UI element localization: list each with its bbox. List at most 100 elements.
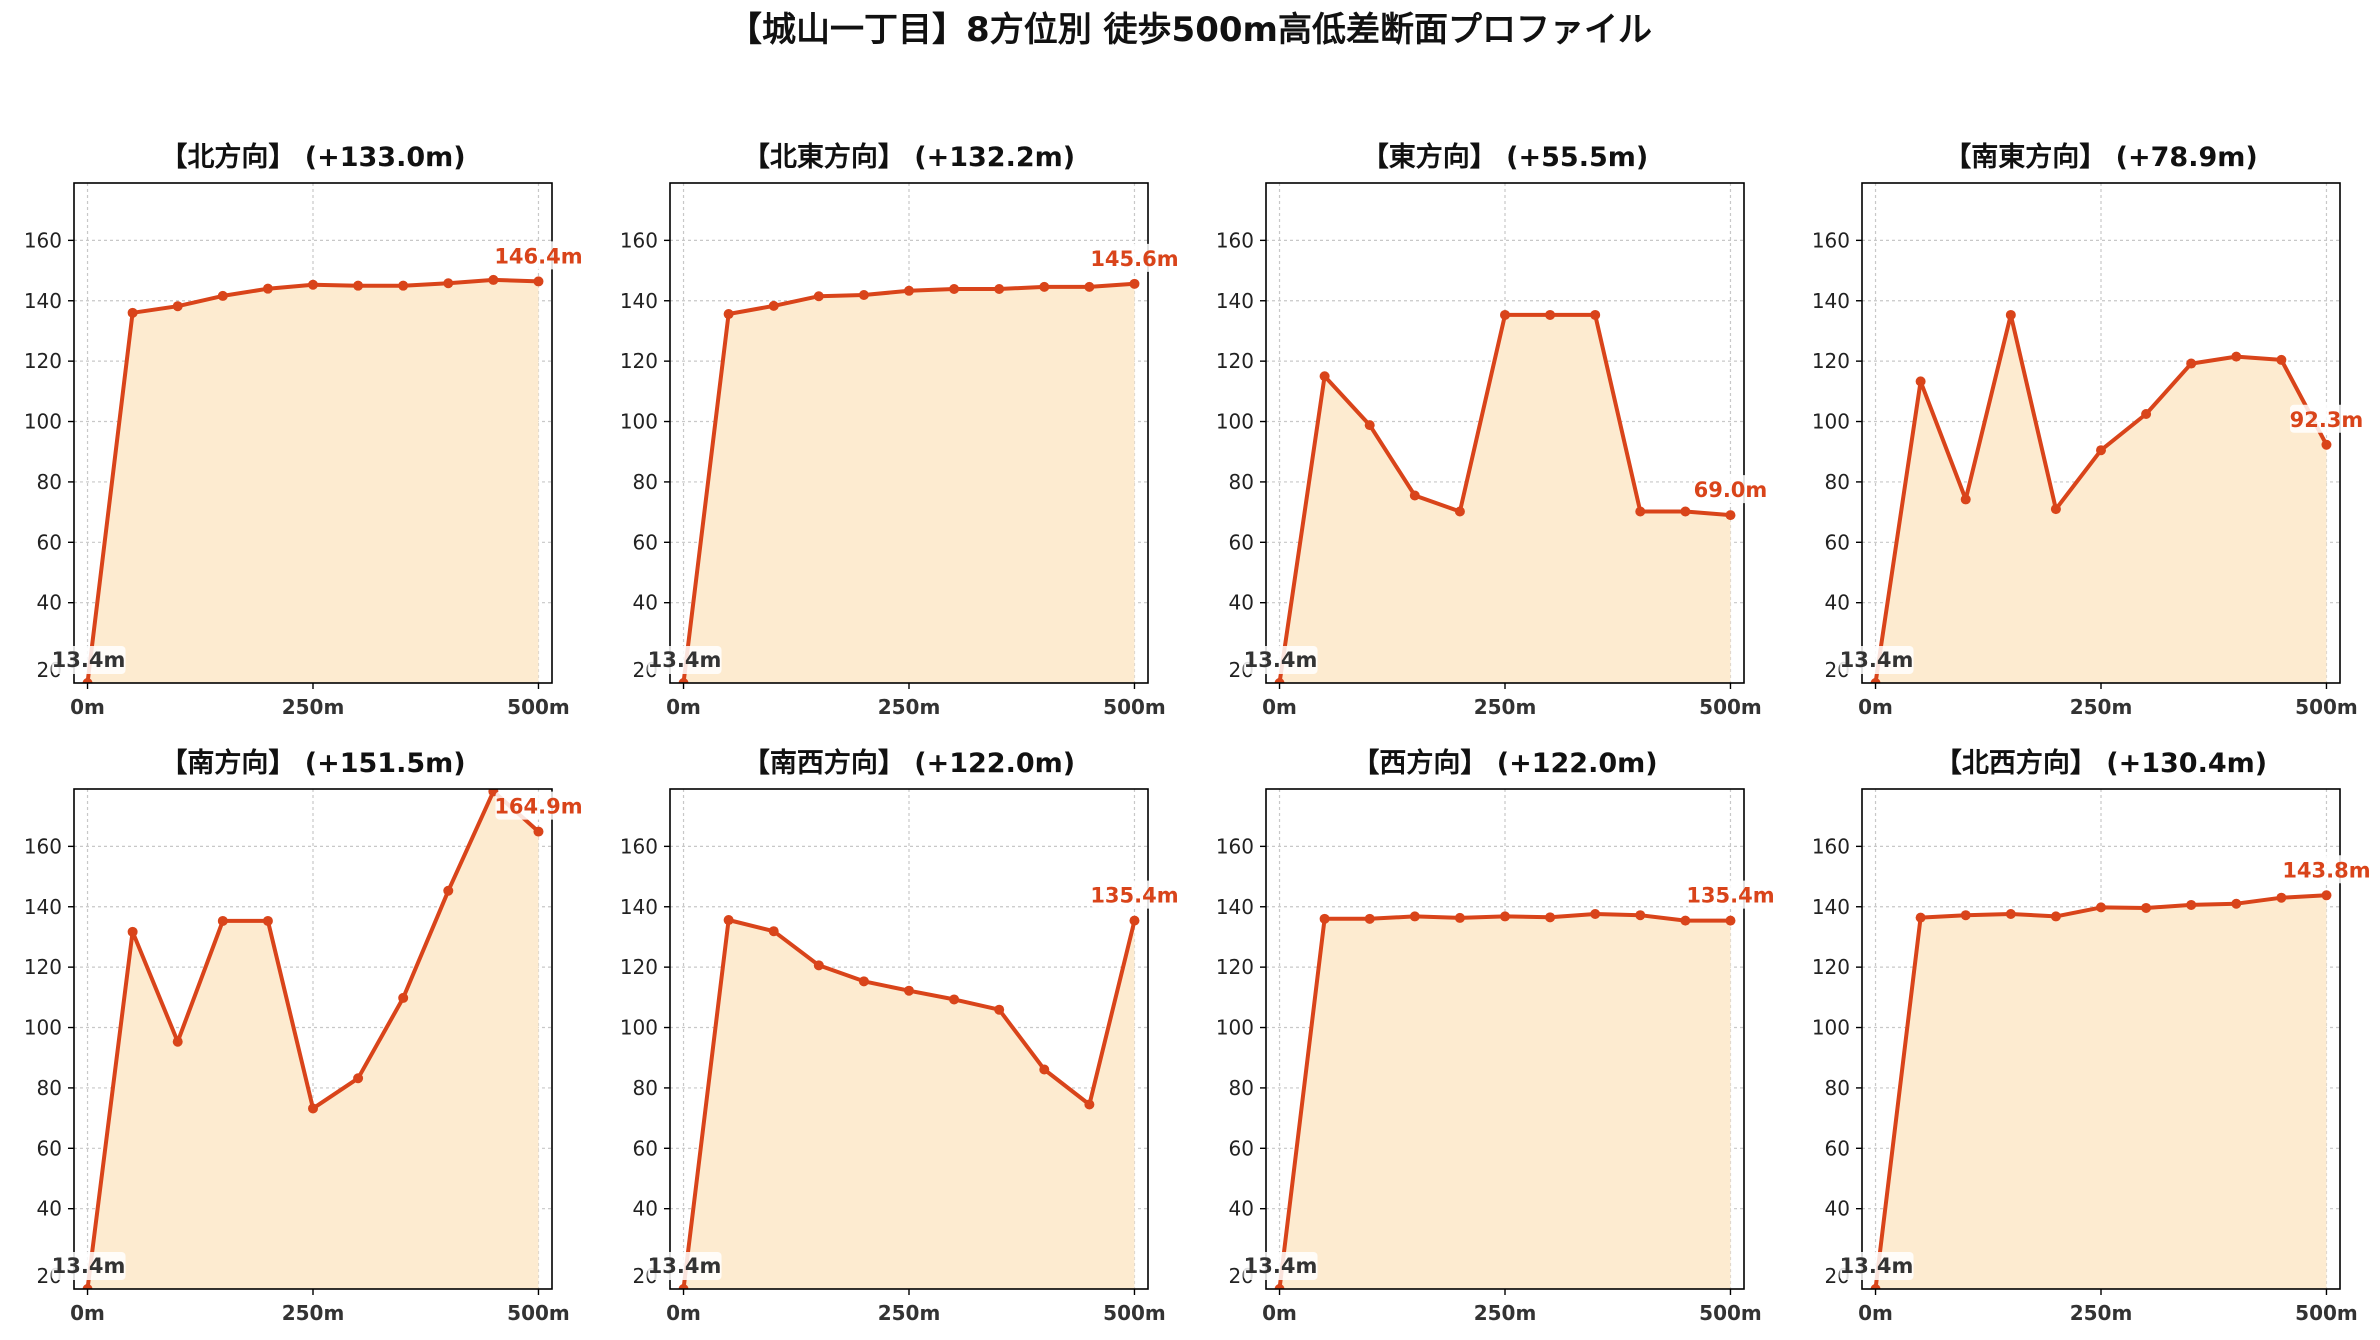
y-tick-label: 60 xyxy=(1229,530,1254,554)
x-tick-label: 250m xyxy=(878,695,941,719)
data-point xyxy=(678,678,689,683)
data-point xyxy=(1725,915,1736,926)
data-point xyxy=(2096,902,2106,913)
data-point xyxy=(1960,910,1971,921)
x-tick-label: 500m xyxy=(507,695,570,719)
data-point xyxy=(1725,510,1736,521)
y-tick-label: 160 xyxy=(1812,228,1850,252)
data-point xyxy=(172,1036,183,1047)
elevation-area xyxy=(1875,895,2327,1289)
data-point xyxy=(1870,678,1881,683)
x-tick-label: 250m xyxy=(878,1301,941,1325)
end-elevation-label: 69.0m xyxy=(1694,478,1768,502)
y-tick-label: 140 xyxy=(1216,289,1254,313)
start-label-box xyxy=(647,1252,722,1280)
x-tick-label: 250m xyxy=(1474,695,1537,719)
elevation-area xyxy=(683,283,1135,683)
y-tick-label: 100 xyxy=(620,410,658,434)
data-point xyxy=(994,1004,1005,1015)
x-tick-label: 0m xyxy=(70,695,105,719)
data-point xyxy=(1129,278,1140,289)
data-point xyxy=(308,1103,318,1114)
data-point xyxy=(1409,490,1420,501)
x-tick-label: 250m xyxy=(2070,1301,2133,1325)
data-point xyxy=(1454,506,1465,517)
end-label-box xyxy=(2283,855,2370,884)
y-tick-label: 40 xyxy=(1229,591,1254,615)
data-point xyxy=(2005,909,2016,919)
y-tick-label: 120 xyxy=(1216,349,1254,373)
start-elevation-label: 13.4m xyxy=(1244,1254,1318,1278)
x-tick-label: 500m xyxy=(507,1301,570,1325)
x-tick-label: 250m xyxy=(282,695,345,719)
y-tick-label: 40 xyxy=(633,1197,658,1221)
subplot-title: 【南西方向】 (+122.0m) xyxy=(743,747,1075,779)
end-label-box xyxy=(1693,475,1767,504)
y-tick-label: 140 xyxy=(24,895,62,919)
start-elevation-label: 13.4m xyxy=(1840,648,1914,672)
end-label-box xyxy=(495,241,582,270)
y-tick-label: 80 xyxy=(1825,470,1850,494)
y-tick-label: 60 xyxy=(1229,1136,1254,1160)
y-tick-label: 100 xyxy=(1216,410,1254,434)
y-tick-label: 80 xyxy=(1825,1076,1850,1100)
data-point xyxy=(1084,1099,1095,1110)
data-point xyxy=(949,283,960,294)
data-point xyxy=(858,976,869,987)
data-point xyxy=(1545,912,1556,923)
start-elevation-label: 13.4m xyxy=(52,648,126,672)
start-label-box xyxy=(1243,1252,1318,1280)
subplot-title: 【南東方向】 (+78.9m) xyxy=(1944,141,2257,173)
data-point xyxy=(1454,912,1465,923)
data-point xyxy=(1319,371,1330,382)
data-point xyxy=(1960,494,1971,505)
end-elevation-label: 135.4m xyxy=(1686,884,1774,908)
data-point xyxy=(398,280,409,291)
figure-title: 【城山一丁目】8方位別 徒歩500m高低差断面プロファイル xyxy=(728,10,1652,50)
data-point xyxy=(1274,1284,1285,1289)
data-point xyxy=(353,1073,364,1084)
y-tick-label: 40 xyxy=(1825,1197,1850,1221)
data-point xyxy=(2096,445,2106,456)
data-point xyxy=(217,915,228,926)
data-point xyxy=(2186,358,2197,369)
data-point xyxy=(1590,309,1601,320)
data-point xyxy=(1590,909,1601,919)
end-label-box xyxy=(1091,880,1178,909)
data-point xyxy=(768,300,779,311)
data-point xyxy=(308,279,318,290)
y-tick-label: 80 xyxy=(633,470,658,494)
data-point xyxy=(1500,309,1510,320)
data-point xyxy=(2141,902,2152,913)
y-tick-label: 160 xyxy=(620,228,658,252)
data-point xyxy=(2321,890,2332,901)
x-tick-label: 500m xyxy=(1699,1301,1762,1325)
x-tick-label: 500m xyxy=(1699,695,1762,719)
end-label-box xyxy=(2289,404,2363,433)
end-label-box xyxy=(1091,243,1178,272)
y-tick-label: 100 xyxy=(1812,410,1850,434)
data-point xyxy=(353,280,364,291)
data-point xyxy=(217,290,228,301)
y-tick-label: 140 xyxy=(620,289,658,313)
x-tick-label: 250m xyxy=(282,1301,345,1325)
subplot-title: 【東方向】 (+55.5m) xyxy=(1362,141,1648,173)
y-tick-label: 160 xyxy=(1216,834,1254,858)
y-tick-label: 60 xyxy=(1825,530,1850,554)
data-point xyxy=(1319,913,1330,924)
x-tick-label: 0m xyxy=(1858,695,1893,719)
y-tick-label: 100 xyxy=(24,410,62,434)
y-tick-label: 160 xyxy=(1216,228,1254,252)
data-point xyxy=(1635,910,1646,921)
data-point xyxy=(904,285,914,296)
data-point xyxy=(1500,911,1510,922)
y-tick-label: 120 xyxy=(1216,955,1254,979)
y-tick-label: 80 xyxy=(37,1076,62,1100)
data-point xyxy=(1915,376,1926,387)
x-tick-label: 250m xyxy=(2070,695,2133,719)
end-elevation-label: 135.4m xyxy=(1090,884,1178,908)
elevation-area xyxy=(87,279,539,683)
